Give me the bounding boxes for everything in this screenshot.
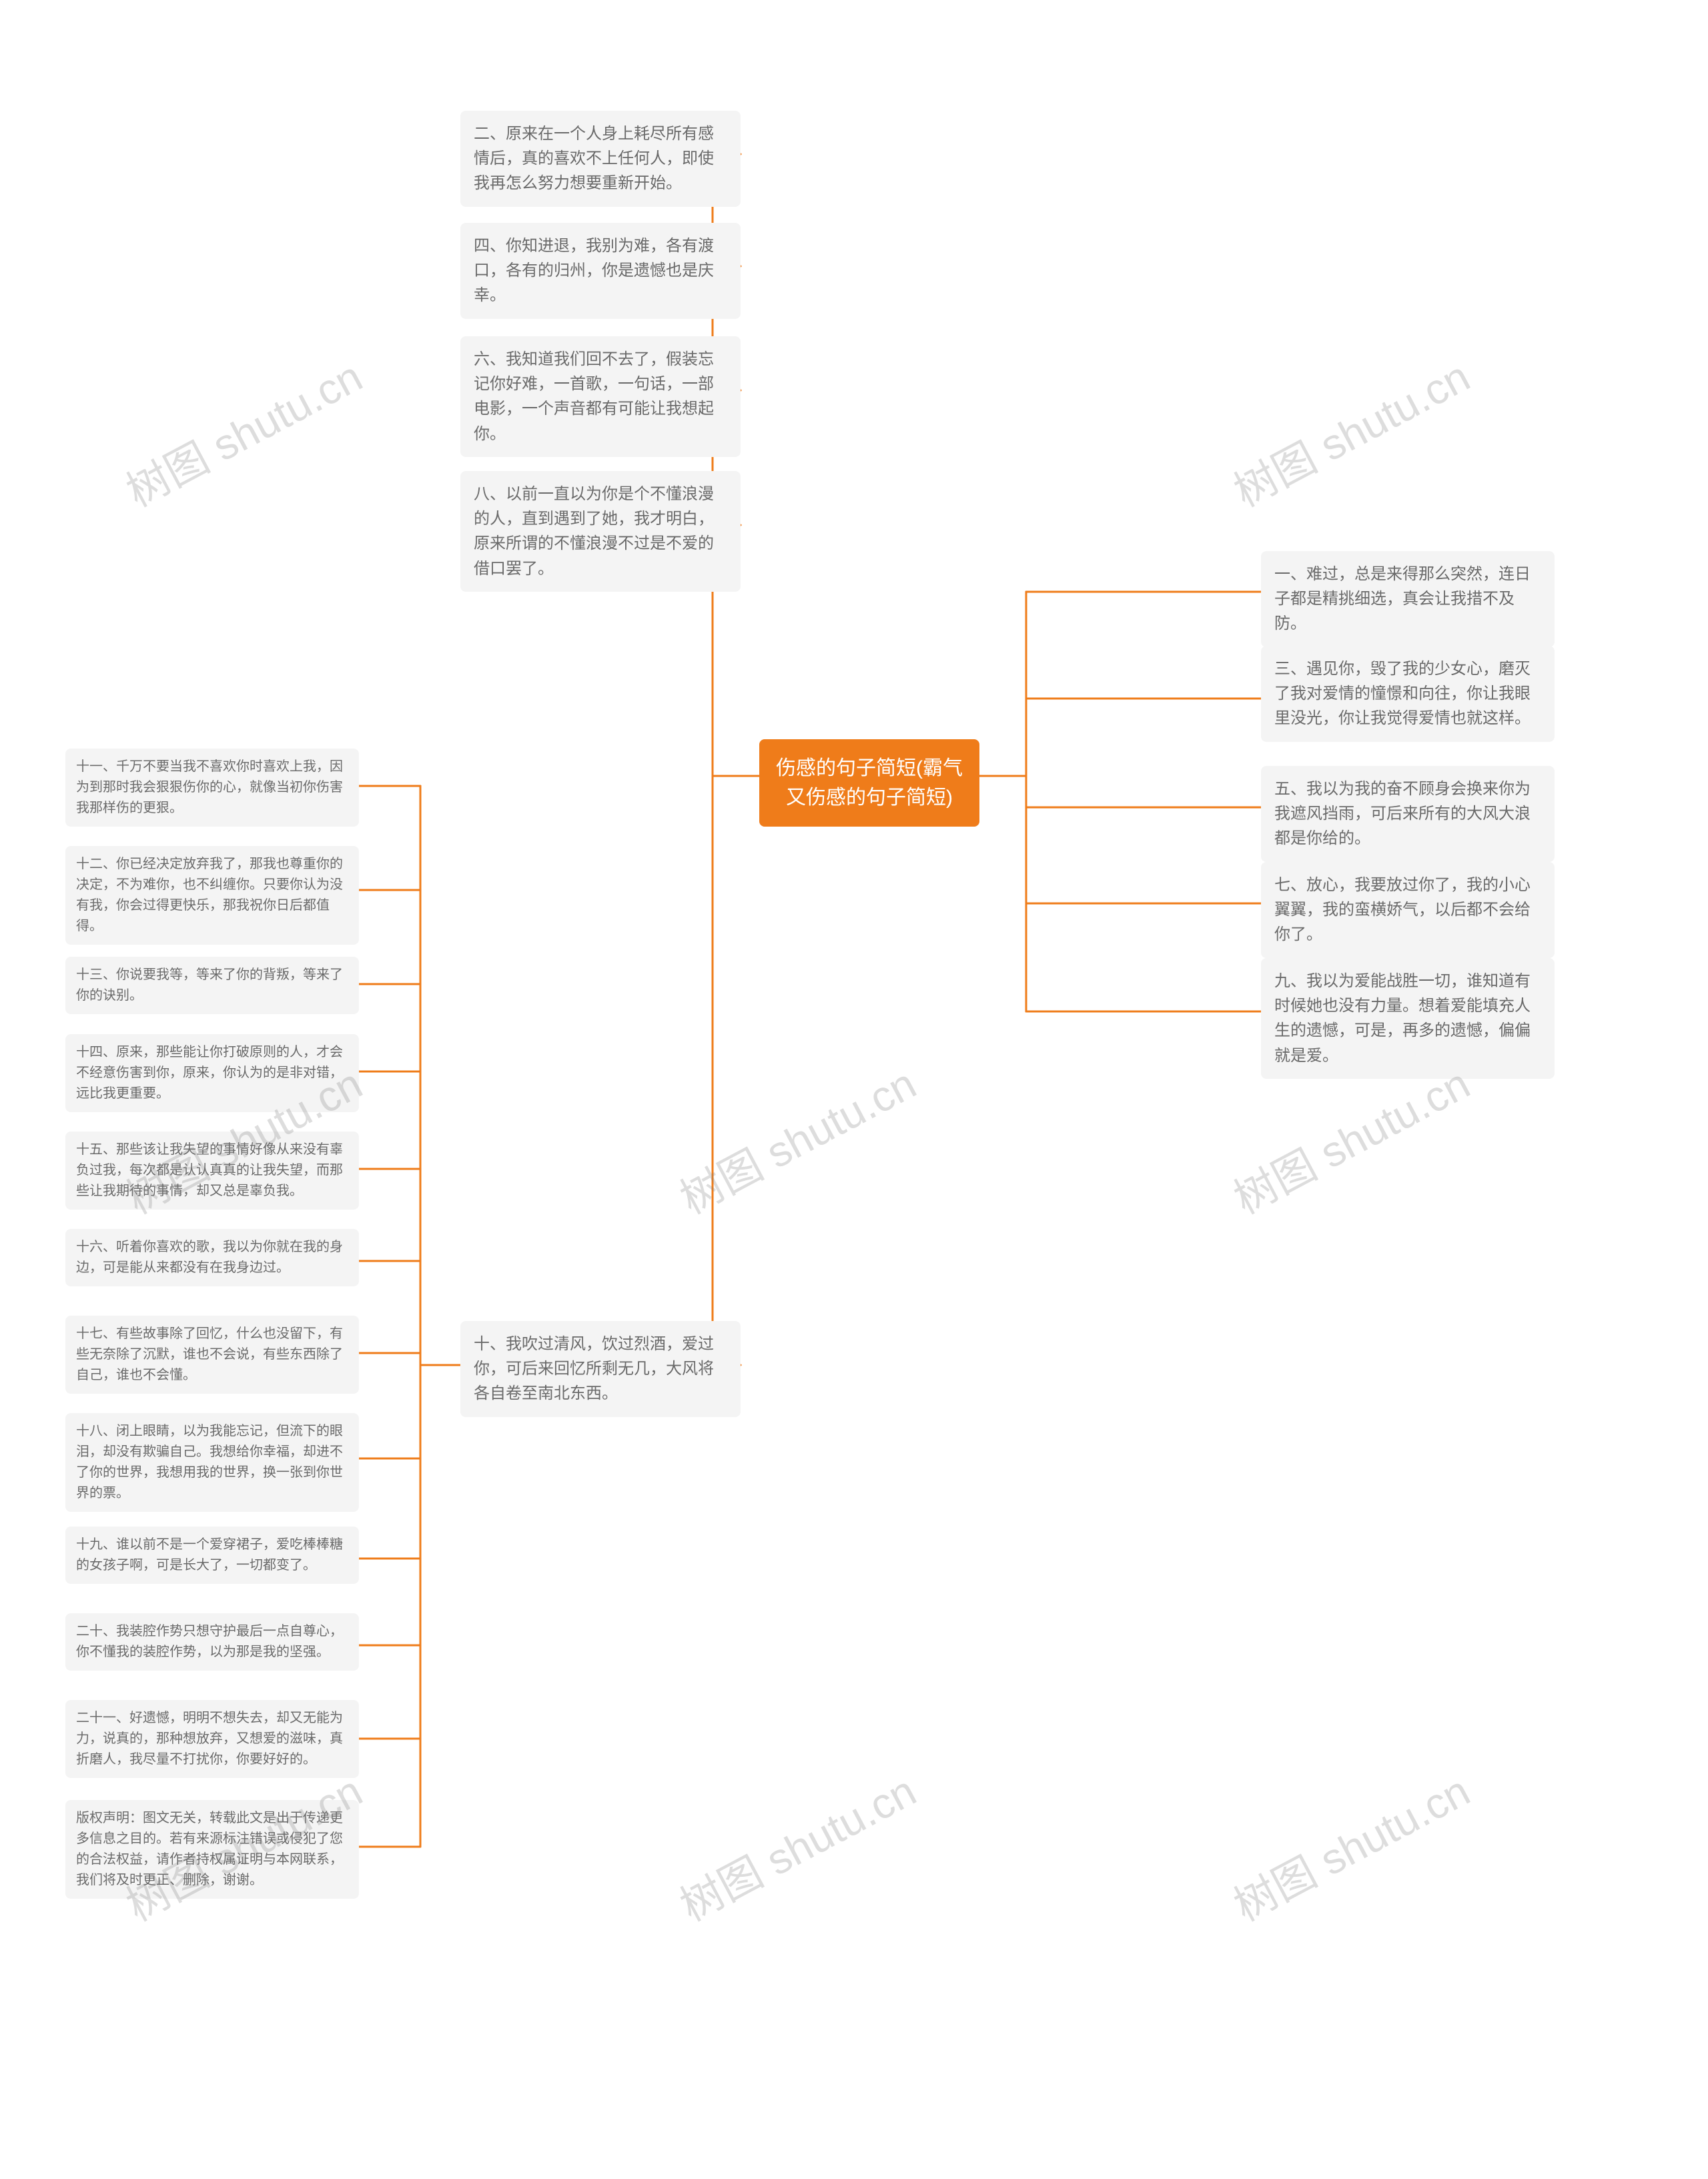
grandchild-node: 十二、你已经决定放弃我了，那我也尊重你的决定，不为难你，也不纠缠你。只要你认为没… xyxy=(65,846,359,945)
grandchild-node: 十六、听着你喜欢的歌，我以为你就在我的身边，可是能从来都没有在我身边过。 xyxy=(65,1229,359,1286)
watermark: 树图 shutu.cn xyxy=(114,343,372,518)
right-node: 九、我以为爱能战胜一切，谁知道有时候她也没有力量。想着爱能填充人生的遗憾，可是，… xyxy=(1261,958,1555,1079)
grandchild-node: 十一、千万不要当我不喜欢你时喜欢上我，因为到那时我会狠狠伤你的心，就像当初你伤害… xyxy=(65,749,359,827)
grandchild-node: 十七、有些故事除了回忆，什么也没留下，有些无奈除了沉默，谁也不会说，有些东西除了… xyxy=(65,1316,359,1394)
right-node: 五、我以为我的奋不顾身会换来你为我遮风挡雨，可后来所有的大风大浪都是你给的。 xyxy=(1261,766,1555,862)
right-node: 三、遇见你，毁了我的少女心，磨灭了我对爱情的憧憬和向往，你让我眼里没光，你让我觉… xyxy=(1261,646,1555,742)
left-node: 八、以前一直以为你是个不懂浪漫的人，直到遇到了她，我才明白，原来所谓的不懂浪漫不… xyxy=(460,471,741,592)
watermark: 树图 shutu.cn xyxy=(1222,1757,1479,1933)
watermark: 树图 shutu.cn xyxy=(668,1757,925,1933)
root-node: 伤感的句子简短(霸气又伤感的句子简短) xyxy=(759,739,979,827)
right-node: 七、放心，我要放过你了，我的小心翼翼，我的蛮横娇气，以后都不会给你了。 xyxy=(1261,862,1555,958)
grandchild-node: 二十、我装腔作势只想守护最后一点自尊心，你不懂我的装腔作势，以为那是我的坚强。 xyxy=(65,1613,359,1671)
left-node: 四、你知进退，我别为难，各有渡口，各有的归州，你是遗憾也是庆幸。 xyxy=(460,223,741,319)
grandchild-node: 二十一、好遗憾，明明不想失去，却又无能为力，说真的，那种想放弃，又想爱的滋味，真… xyxy=(65,1700,359,1778)
grandchild-node: 十三、你说要我等，等来了你的背叛，等来了你的诀别。 xyxy=(65,957,359,1014)
watermark: 树图 shutu.cn xyxy=(1222,343,1479,518)
grandchild-node: 十八、闭上眼睛，以为我能忘记，但流下的眼泪，却没有欺骗自己。我想给你幸福，却进不… xyxy=(65,1413,359,1512)
mindmap-canvas: 伤感的句子简短(霸气又伤感的句子简短) 一、难过，总是来得那么突然，连日子都是精挑… xyxy=(0,0,1708,2179)
grandchild-node: 十五、那些该让我失望的事情好像从来没有辜负过我，每次都是认认真真的让我失望，而那… xyxy=(65,1132,359,1210)
grandchild-node: 十四、原来，那些能让你打破原则的人，才会不经意伤害到你，原来，你认为的是非对错，… xyxy=(65,1034,359,1112)
left-node: 二、原来在一个人身上耗尽所有感情后，真的喜欢不上任何人，即使我再怎么努力想要重新… xyxy=(460,111,741,207)
right-node: 一、难过，总是来得那么突然，连日子都是精挑细选，真会让我措不及防。 xyxy=(1261,551,1555,647)
grandchild-node: 十九、谁以前不是一个爱穿裙子，爱吃棒棒糖的女孩子啊，可是长大了，一切都变了。 xyxy=(65,1527,359,1584)
left-node: 十、我吹过清风，饮过烈酒，爱过你，可后来回忆所剩无几，大风将各自卷至南北东西。 xyxy=(460,1321,741,1417)
watermark: 树图 shutu.cn xyxy=(668,1050,925,1226)
grandchild-node: 版权声明：图文无关，转载此文是出于传递更多信息之目的。若有来源标注错误或侵犯了您… xyxy=(65,1800,359,1899)
left-node: 六、我知道我们回不去了，假装忘记你好难，一首歌，一句话，一部电影，一个声音都有可… xyxy=(460,336,741,457)
